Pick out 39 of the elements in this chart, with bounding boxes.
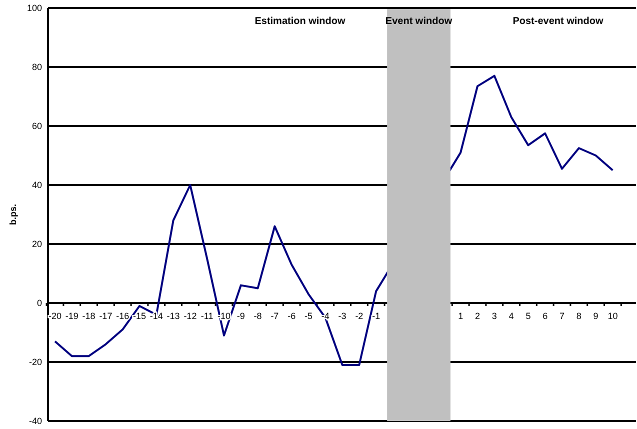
x-tick-label: -11 xyxy=(200,311,214,321)
x-tick-label: -13 xyxy=(166,311,180,321)
annotation: Post-event window xyxy=(512,16,604,27)
y-tick-label: 60 xyxy=(32,120,42,131)
x-tick-label: -12 xyxy=(184,311,197,321)
x-tick-label: 7 xyxy=(559,311,565,321)
x-tick-label: -18 xyxy=(82,311,96,321)
y-tick-label: 80 xyxy=(32,62,42,72)
x-tick-label: 9 xyxy=(593,311,598,321)
x-tick-label: 1 xyxy=(458,311,464,321)
x-tick-label: 6 xyxy=(542,311,548,321)
x-tick-label: -3 xyxy=(338,311,346,321)
y-tick-label: 0 xyxy=(36,298,42,308)
annotation: Estimation window xyxy=(254,16,346,27)
x-tick-label: -9 xyxy=(236,311,245,321)
x-tick-label: -14 xyxy=(150,311,163,321)
y-tick-label: -20 xyxy=(28,356,42,367)
x-tick-label: 8 xyxy=(576,311,582,321)
x-tick-label: 3 xyxy=(492,311,497,321)
y-tick-label: 100 xyxy=(26,2,42,13)
x-tick-label: -17 xyxy=(99,311,112,321)
x-tick-label: 5 xyxy=(526,311,531,321)
x-tick-label: -19 xyxy=(65,311,78,321)
x-tick-label: -6 xyxy=(288,311,296,321)
x-tick-label: -1 xyxy=(372,311,380,321)
x-tick-label: -2 xyxy=(355,311,364,321)
x-tick-label: 4 xyxy=(508,311,514,321)
x-tick-label: -7 xyxy=(270,311,279,321)
band-label: Event window xyxy=(385,16,452,27)
x-tick-label: -5 xyxy=(304,311,313,321)
x-tick-label: -15 xyxy=(132,311,146,321)
x-tick-label: 2 xyxy=(474,311,480,321)
y-tick-label: -40 xyxy=(28,416,42,426)
x-tick-label: 10 xyxy=(608,311,618,321)
y-axis-title: b.ps. xyxy=(8,204,18,226)
y-tick-label: 20 xyxy=(32,238,42,249)
x-tick-label: -16 xyxy=(116,311,130,321)
x-tick-label: -8 xyxy=(254,311,262,321)
y-tick-label: 40 xyxy=(32,180,42,190)
